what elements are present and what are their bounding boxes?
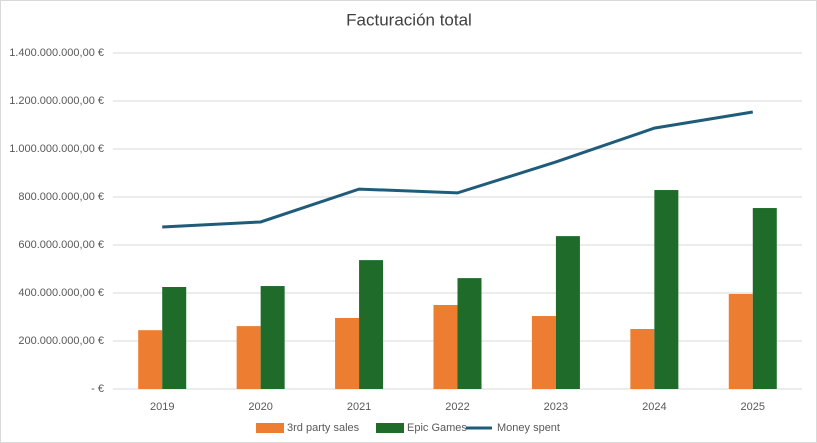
x-tick-label: 2023 (544, 401, 568, 413)
y-tick-label: 1.000.000.000,00 € (9, 143, 104, 155)
x-tick-label: 2019 (150, 401, 174, 413)
y-tick-label: 600.000.000,00 € (18, 239, 104, 251)
bar (433, 305, 458, 389)
y-tick-label: 1.400.000.000,00 € (9, 47, 104, 59)
bar (162, 287, 187, 389)
y-tick-label: - € (91, 383, 104, 395)
legend-label: Money spent (497, 422, 560, 434)
y-tick-label: 800.000.000,00 € (18, 191, 104, 203)
bar (359, 260, 384, 389)
y-tick-label: 400.000.000,00 € (18, 287, 104, 299)
y-tick-label: 200.000.000,00 € (18, 335, 104, 347)
bar (728, 293, 753, 389)
bar (654, 190, 679, 389)
x-tick-label: 2024 (642, 401, 666, 413)
legend-swatch (376, 423, 404, 433)
legend-label: Epic Games (407, 422, 467, 434)
bar (335, 317, 360, 389)
bar (138, 330, 163, 389)
legend-swatch (256, 423, 284, 433)
legend-label: 3rd party sales (287, 422, 360, 434)
y-tick-label: 1.200.000.000,00 € (9, 95, 104, 107)
x-tick-label: 2022 (445, 401, 469, 413)
bar (236, 326, 261, 389)
x-tick-label: 2025 (741, 401, 765, 413)
bar (260, 286, 285, 389)
line (162, 110, 754, 229)
bar (630, 329, 655, 389)
x-tick-label: 2020 (248, 401, 272, 413)
bar (555, 236, 580, 389)
bar (752, 208, 777, 389)
bar (457, 278, 482, 389)
x-tick-label: 2021 (347, 401, 371, 413)
bar (531, 316, 556, 389)
chart-title: Facturación total (346, 10, 472, 29)
